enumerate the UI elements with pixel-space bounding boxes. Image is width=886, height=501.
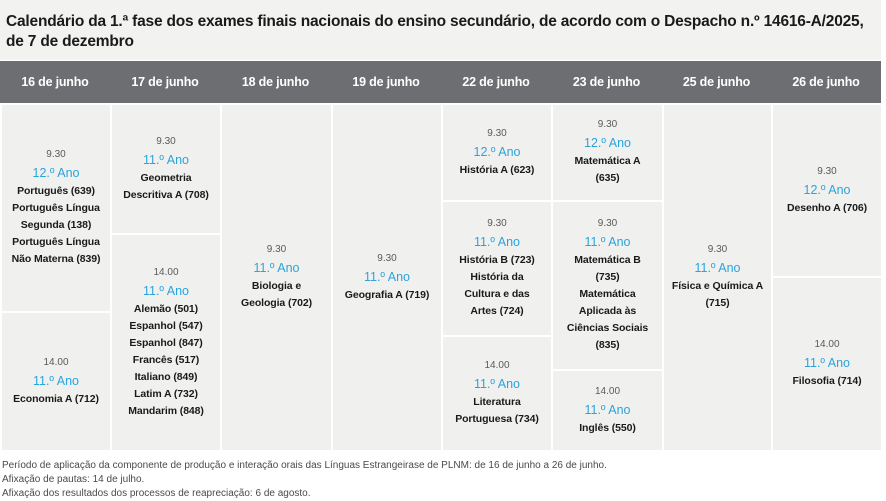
header-date-18-junho: 18 de junho bbox=[241, 75, 310, 89]
exam-name: Ciências Sociais bbox=[566, 322, 649, 334]
exam-slot-cell: 9.30 11.º Ano Biologia e Geologia (702) bbox=[222, 105, 331, 450]
header-date-19-junho: 19 de junho bbox=[352, 75, 420, 89]
exam-name: Inglês (550) bbox=[579, 421, 636, 434]
exam-slot-cell: 9.30 11.º Ano Geografia A (719) bbox=[333, 105, 441, 450]
exam-time: 9.30 bbox=[487, 127, 507, 139]
header-date-17-junho: 17 de junho bbox=[131, 75, 199, 89]
school-year-label: 11.º Ano bbox=[584, 402, 631, 417]
exam-slot-cell: 14.00 11.º Ano Economia A (712) bbox=[2, 313, 110, 450]
exam-slot-cell: 9.30 12.º Ano Português (639) Português Lín… bbox=[2, 105, 110, 311]
exam-name: Física e Química A bbox=[671, 280, 764, 292]
exam-slot-cell: 14.00 11.º Ano Filosofia (714) bbox=[773, 278, 881, 450]
exam-time: 14.00 bbox=[814, 339, 840, 350]
exam-slot-cell: 14.00 11.º Ano Literatura Portuguesa (734) bbox=[443, 337, 551, 450]
exam-name: Segunda (138) bbox=[20, 219, 92, 231]
title-box: Calendário da 1.ª fase dos exames finais… bbox=[0, 0, 881, 60]
header-date-26-junho: 26 de junho bbox=[792, 75, 860, 89]
exam-name: Descritiva A (708) bbox=[123, 188, 209, 201]
exam-slot-cell: 14.00 11.º Ano Inglês (550) bbox=[553, 371, 662, 450]
exam-name: Português (639) bbox=[17, 185, 95, 197]
school-year-label: 11.º Ano bbox=[803, 356, 851, 370]
footnote-orals-period: Período de aplicação da componente de pr… bbox=[2, 460, 607, 471]
exam-time: 9.30 bbox=[266, 244, 287, 255]
exam-name: Geografia A (719) bbox=[344, 288, 430, 301]
exam-name: Literatura bbox=[473, 396, 521, 408]
header-date-25-junho: 25 de junho bbox=[682, 75, 751, 89]
exam-slot-cell: 9.30 12.º Ano Desenho A (706) bbox=[773, 105, 881, 276]
exam-time: 9.30 bbox=[487, 218, 507, 229]
footnotes: Período de aplicação da componente de pr… bbox=[2, 459, 882, 501]
exam-time: 9.30 bbox=[707, 244, 728, 255]
exam-time: 9.30 bbox=[597, 119, 618, 130]
exam-name: Francês (517) bbox=[132, 353, 200, 366]
exam-time: 9.30 bbox=[377, 252, 397, 264]
exam-name: História A (623) bbox=[459, 163, 535, 176]
exam-name: Português Língua bbox=[12, 236, 100, 248]
exam-slot-cell: 9.30 12.º Ano Matemática A (635) bbox=[553, 105, 662, 200]
exam-name: Biologia e bbox=[251, 280, 302, 292]
exam-name: (635) bbox=[595, 172, 620, 184]
exam-slot-cell: 9.30 11.º Ano Matemática B (735) Matemática A… bbox=[553, 202, 662, 369]
exam-name: História B (723) bbox=[459, 254, 535, 266]
header-date-16-junho: 16 de junho bbox=[21, 75, 89, 89]
exam-name: Não Materna (839) bbox=[11, 253, 101, 265]
header-date-23-junho: 23 de junho bbox=[572, 75, 641, 89]
exam-time: 9.30 bbox=[46, 149, 66, 160]
footnote-pautas: Afixação de pautas: 14 de julho. bbox=[2, 474, 145, 485]
school-year-label: 11.º Ano bbox=[142, 152, 190, 167]
footnote-reappraisal-results: Afixação dos resultados dos processos de… bbox=[2, 488, 311, 499]
header-date-22-junho: 22 de junho bbox=[462, 75, 530, 89]
exam-time: 9.30 bbox=[817, 165, 837, 177]
school-year-label: 11.º Ano bbox=[363, 269, 411, 284]
school-year-label: 12.º Ano bbox=[803, 182, 851, 197]
school-year-label: 12.º Ano bbox=[473, 144, 521, 159]
school-year-label: 12.º Ano bbox=[32, 166, 80, 180]
exam-name: Portuguesa (734) bbox=[455, 413, 539, 425]
exam-slot-cell: 9.30 11.º Ano História B (723) História da C… bbox=[443, 202, 551, 335]
exam-name: Italiano (849) bbox=[134, 370, 198, 383]
exam-name: Mandarim (848) bbox=[128, 404, 204, 417]
exam-slot-cell: 9.30 12.º Ano História A (623) bbox=[443, 105, 551, 200]
page-title: Calendário da 1.ª fase dos exames finais… bbox=[6, 13, 864, 50]
exam-time: 14.00 bbox=[484, 360, 510, 371]
exam-name: Matemática A bbox=[574, 155, 641, 167]
exam-slot-cell: 9.30 11.º Ano Geometria Descritiva A (708) bbox=[112, 105, 220, 233]
exam-name: Espanhol (547) bbox=[129, 319, 203, 332]
exam-slot-cell: 9.30 11.º Ano Física e Química A (715) bbox=[664, 105, 771, 450]
school-year-label: 11.º Ano bbox=[32, 373, 80, 388]
school-year-label: 11.º Ano bbox=[584, 235, 631, 249]
exam-name: Alemão (501) bbox=[133, 302, 199, 315]
exam-name: Desenho A (706) bbox=[787, 201, 867, 214]
exam-name: Matemática bbox=[579, 288, 636, 300]
exam-time: 14.00 bbox=[594, 385, 621, 397]
exam-slot-cell: 14.00 11.º Ano Alemão (501) Espanhol (547) E… bbox=[112, 235, 220, 450]
exam-name: História da bbox=[470, 271, 524, 283]
exam-time: 14.00 bbox=[43, 356, 69, 368]
school-year-label: 11.º Ano bbox=[473, 235, 521, 249]
exam-name: Geologia (702) bbox=[241, 297, 312, 309]
exam-time: 14.00 bbox=[153, 266, 179, 278]
exam-time: 9.30 bbox=[156, 135, 176, 147]
exam-name: Espanhol (847) bbox=[129, 336, 203, 349]
exam-name: Artes (724) bbox=[470, 305, 524, 317]
school-year-label: 11.º Ano bbox=[694, 261, 741, 275]
table-header-row: 16 de junho 17 de junho 18 de junho 19 d… bbox=[0, 61, 881, 103]
school-year-label: 11.º Ano bbox=[473, 377, 521, 391]
exam-name: Latim A (732) bbox=[134, 387, 198, 400]
exam-name: (715) bbox=[705, 297, 730, 309]
exam-time: 9.30 bbox=[597, 218, 618, 229]
exam-name: Português Língua bbox=[12, 202, 100, 214]
school-year-label: 11.º Ano bbox=[253, 261, 300, 275]
exam-name: Geometria bbox=[140, 171, 192, 184]
school-year-label: 11.º Ano bbox=[142, 283, 190, 298]
exam-name: Cultura e das bbox=[464, 288, 530, 300]
exam-name: (735) bbox=[595, 271, 620, 283]
exam-name: Aplicada às bbox=[578, 305, 637, 317]
exam-name: Economia A (712) bbox=[13, 392, 99, 405]
exam-name: Matemática B bbox=[574, 254, 641, 266]
exam-name: (835) bbox=[595, 339, 620, 351]
school-year-label: 12.º Ano bbox=[584, 136, 631, 150]
exam-name: Filosofia (714) bbox=[792, 375, 862, 387]
